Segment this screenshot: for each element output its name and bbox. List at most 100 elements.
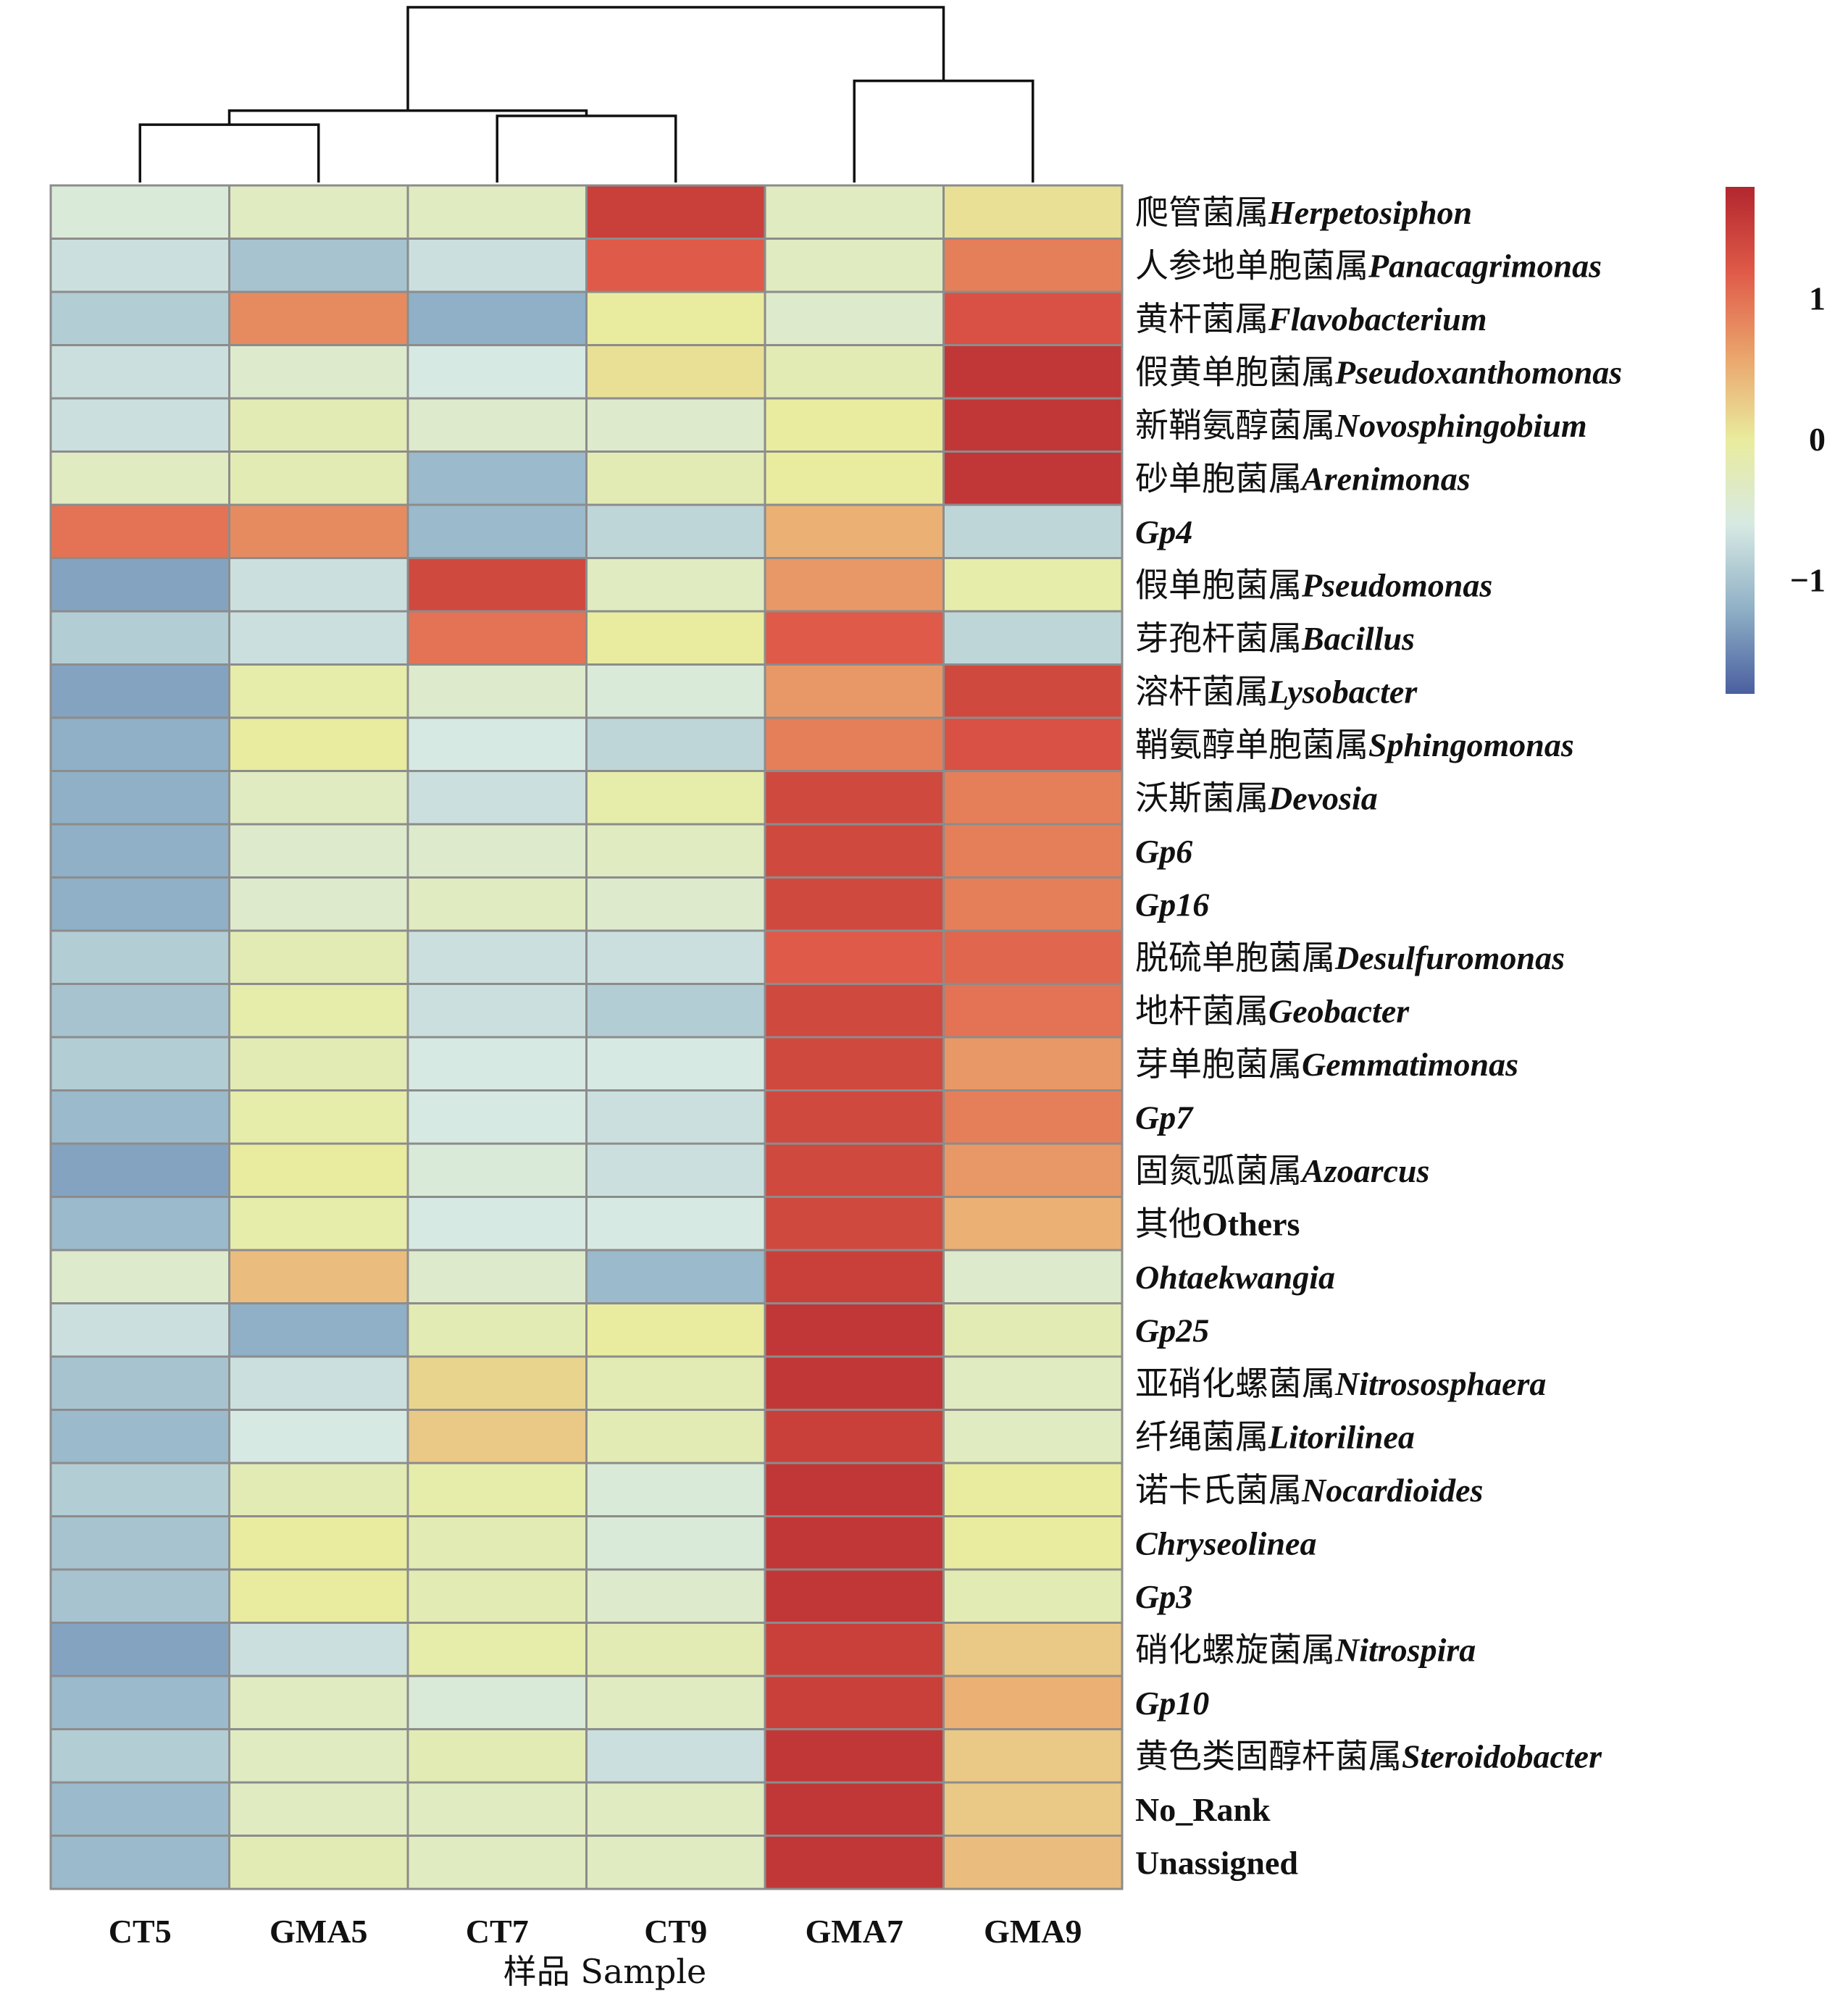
row-label: 脱硫单胞菌属Desulfuromonas: [1135, 938, 1565, 977]
row-label: 诺卡氏菌属Nocardioides: [1135, 1470, 1483, 1509]
heatmap-cell: [764, 450, 945, 506]
heatmap-cell: [49, 876, 230, 932]
row-label: 鞘氨醇单胞菌属Sphingomonas: [1135, 725, 1574, 764]
heatmap-cell: [764, 1462, 945, 1517]
heatmap-cell: [585, 184, 766, 240]
heatmap-cell: [406, 1515, 588, 1571]
heatmap-cell: [942, 1409, 1124, 1464]
heatmap-cell: [406, 1781, 588, 1837]
heatmap-cell: [406, 1142, 588, 1198]
heatmap-cell: [49, 450, 230, 506]
heatmap-cell: [585, 450, 766, 506]
row-label: 新鞘氨醇菌属Novosphingobium: [1135, 406, 1587, 445]
heatmap-cell: [228, 610, 409, 666]
row-labels: 爬管菌属Herpetosiphon 人参地单胞菌属Panacagrimonas 黄杆…: [1135, 193, 1622, 1882]
heatmap-cell: [228, 1781, 409, 1837]
heatmap-cell: [49, 1355, 230, 1411]
heatmap-cell: [49, 1302, 230, 1358]
heatmap-cell: [49, 823, 230, 879]
heatmap-cell: [764, 1675, 945, 1730]
row-label: 沃斯菌属Devosia: [1135, 778, 1378, 817]
heatmap-cell: [49, 1781, 230, 1837]
row-label: Gp25: [1135, 1312, 1209, 1349]
heatmap-cell: [585, 876, 766, 932]
heatmap-cell: [942, 770, 1124, 826]
heatmap-cell: [764, 1515, 945, 1571]
heatmap-cell: [228, 1196, 409, 1252]
heatmap-cell: [228, 344, 409, 400]
heatmap-cell: [406, 397, 588, 453]
heatmap-cell: [585, 1036, 766, 1091]
heatmap-cell: [942, 557, 1124, 613]
heatmap-cell: [228, 1462, 409, 1517]
row-label: 假黄单胞菌属Pseudoxanthomonas: [1135, 352, 1622, 391]
heatmap-cell: [49, 1675, 230, 1730]
heatmap-cell: [942, 1622, 1124, 1677]
heatmap-cell: [228, 1302, 409, 1358]
heatmap-cell: [49, 503, 230, 559]
heatmap-cell: [942, 503, 1124, 559]
dendrogram-branch: [227, 109, 588, 125]
heatmap-cell: [49, 1568, 230, 1624]
heatmap-cell: [585, 1675, 766, 1730]
heatmap-cell: [764, 1355, 945, 1411]
heatmap-cell: [764, 1089, 945, 1145]
heatmap-cell: [228, 1622, 409, 1677]
heatmap-cell: [228, 397, 409, 453]
column-labels: CT5 GMA5 CT7 CT9 GMA7 GMA9: [109, 1913, 1082, 1950]
legend-tick-label: −1: [1790, 561, 1826, 598]
heatmap-cell: [942, 1515, 1124, 1571]
heatmap-cell: [406, 610, 588, 666]
heatmap-cell: [942, 876, 1124, 932]
color-legend: 1 0 −1: [1726, 187, 1826, 694]
heatmap-cell: [942, 1728, 1124, 1784]
row-label: No_Rank: [1135, 1791, 1271, 1828]
heatmap-cell: [49, 716, 230, 772]
heatmap-cell: [942, 1249, 1124, 1304]
heatmap-cell: [585, 1249, 766, 1304]
dendrogram-branch: [138, 123, 320, 183]
column-label: CT5: [109, 1913, 172, 1950]
heatmap-cell: [942, 238, 1124, 293]
heatmap-cell: [406, 1728, 588, 1784]
heatmap-cell: [942, 823, 1124, 879]
heatmap-cell: [406, 1355, 588, 1411]
heatmap-cell: [406, 1036, 588, 1091]
heatmap-cell: [764, 290, 945, 346]
heatmap-cell: [228, 1568, 409, 1624]
row-label: 芽孢杆菌属Bacillus: [1135, 619, 1415, 658]
heatmap-cell: [942, 1568, 1124, 1624]
heatmap-cell: [942, 716, 1124, 772]
heatmap-cell: [585, 1515, 766, 1571]
heatmap-cell: [764, 184, 945, 240]
heatmap-cell: [585, 1302, 766, 1358]
row-label: 人参地单胞菌属Panacagrimonas: [1135, 246, 1602, 285]
column-label: CT7: [466, 1913, 529, 1950]
heatmap-cell: [942, 1835, 1124, 1890]
heatmap-cell: [942, 663, 1124, 719]
heatmap-cell: [406, 1462, 588, 1517]
heatmap-cell: [585, 1089, 766, 1145]
heatmap-cell: [585, 1409, 766, 1464]
heatmap-cell: [49, 1622, 230, 1677]
heatmap-cell: [228, 929, 409, 985]
heatmap-cell: [585, 290, 766, 346]
heatmap-cell: [228, 238, 409, 293]
heatmap-cell: [49, 557, 230, 613]
heatmap-cell: [228, 1249, 409, 1304]
heatmap-cell: [406, 983, 588, 1039]
heatmap-cell: [228, 716, 409, 772]
heatmap-cell: [406, 184, 588, 240]
heatmap-cell: [764, 1249, 945, 1304]
dendrogram-branch: [406, 6, 945, 111]
heatmap-cell: [406, 238, 588, 293]
heatmap-cell: [942, 1142, 1124, 1198]
heatmap-cell: [406, 1089, 588, 1145]
row-label: 其他Others: [1135, 1204, 1300, 1243]
heatmap-cell: [942, 397, 1124, 453]
heatmap-cell: [764, 983, 945, 1039]
heatmap-cell: [942, 290, 1124, 346]
heatmap-cell: [764, 397, 945, 453]
row-label: Gp3: [1135, 1578, 1192, 1615]
